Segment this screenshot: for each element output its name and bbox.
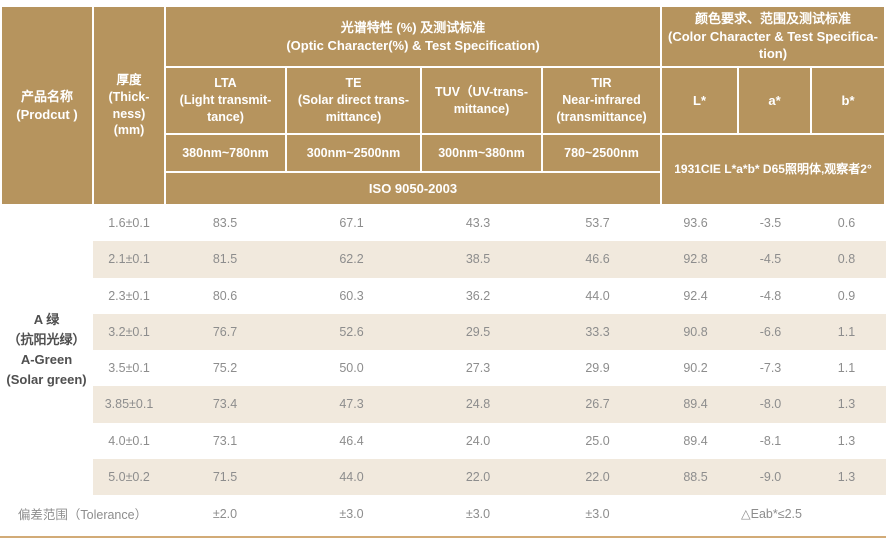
header-col-tir: TIR Near-infrared (transmittance) bbox=[543, 68, 660, 133]
te-value: 52.6 bbox=[285, 313, 418, 350]
te-value: 67.1 bbox=[285, 205, 418, 242]
a-star-value: -8.0 bbox=[734, 386, 807, 423]
header-cie-standard: 1931CIE L*a*b* D65照明体,观察者2° bbox=[662, 135, 884, 204]
tir-value: 46.6 bbox=[538, 241, 657, 278]
lta-value: 71.5 bbox=[165, 458, 285, 495]
header-color-group: 颜色要求、范围及测试标准 (Color Character & Test Spe… bbox=[662, 7, 884, 66]
l-star-value: 93.6 bbox=[657, 205, 734, 242]
header-range-te: 300nm~2500nm bbox=[287, 135, 420, 171]
tolerance-row: 偏差范围（Tolerance） ±2.0 ±3.0 ±3.0 ±3.0 △Eab… bbox=[0, 495, 886, 532]
thickness-cell: 3.5±0.1 bbox=[93, 350, 165, 387]
te-value: 44.0 bbox=[285, 458, 418, 495]
lta-value: 81.5 bbox=[165, 241, 285, 278]
tolerance-tuv: ±3.0 bbox=[418, 495, 538, 532]
b-star-value: 0.6 bbox=[807, 205, 886, 242]
l-star-value: 89.4 bbox=[657, 386, 734, 423]
a-star-value: -8.1 bbox=[734, 422, 807, 459]
a-star-value: -7.3 bbox=[734, 350, 807, 387]
a-star-value: -6.6 bbox=[734, 313, 807, 350]
te-value: 60.3 bbox=[285, 277, 418, 314]
tir-value: 22.0 bbox=[538, 458, 657, 495]
tuv-value: 43.3 bbox=[418, 205, 538, 242]
header-col-lta: LTA (Light transmit- tance) bbox=[166, 68, 285, 133]
b-star-value: 1.1 bbox=[807, 350, 886, 387]
a-star-value: -3.5 bbox=[734, 205, 807, 242]
tuv-value: 36.2 bbox=[418, 277, 538, 314]
l-star-value: 90.2 bbox=[657, 350, 734, 387]
tuv-value: 24.8 bbox=[418, 386, 538, 423]
tir-value: 53.7 bbox=[538, 205, 657, 242]
tuv-value: 27.3 bbox=[418, 350, 538, 387]
b-star-value: 1.3 bbox=[807, 386, 886, 423]
tolerance-lta: ±2.0 bbox=[165, 495, 285, 532]
b-star-value: 1.3 bbox=[807, 422, 886, 459]
a-star-value: -4.8 bbox=[734, 277, 807, 314]
lta-value: 75.2 bbox=[165, 350, 285, 387]
tir-value: 44.0 bbox=[538, 277, 657, 314]
thickness-cell: 4.0±0.1 bbox=[93, 422, 165, 459]
tuv-value: 24.0 bbox=[418, 422, 538, 459]
header-iso-standard: ISO 9050-2003 bbox=[166, 173, 660, 204]
product-name-cell: A 绿 （抗阳光绿） A-Green (Solar green) bbox=[0, 205, 93, 495]
tolerance-label: 偏差范围（Tolerance） bbox=[0, 495, 165, 532]
header-col-a-star: a* bbox=[739, 68, 810, 133]
b-star-value: 0.9 bbox=[807, 277, 886, 314]
l-star-value: 88.5 bbox=[657, 458, 734, 495]
te-value: 47.3 bbox=[285, 386, 418, 423]
a-star-value: -4.5 bbox=[734, 241, 807, 278]
tir-value: 33.3 bbox=[538, 313, 657, 350]
header-optic-group: 光谱特性 (%) 及测试标准 (Optic Character(%) & Tes… bbox=[166, 7, 660, 66]
a-star-value: -9.0 bbox=[734, 458, 807, 495]
tuv-value: 38.5 bbox=[418, 241, 538, 278]
te-value: 62.2 bbox=[285, 241, 418, 278]
l-star-value: 92.4 bbox=[657, 277, 734, 314]
b-star-value: 1.3 bbox=[807, 458, 886, 495]
te-value: 46.4 bbox=[285, 422, 418, 459]
header-col-te: TE (Solar direct trans- mittance) bbox=[287, 68, 420, 133]
lta-value: 76.7 bbox=[165, 313, 285, 350]
thickness-cell: 2.1±0.1 bbox=[93, 241, 165, 278]
tolerance-te: ±3.0 bbox=[285, 495, 418, 532]
tuv-value: 29.5 bbox=[418, 313, 538, 350]
tuv-value: 22.0 bbox=[418, 458, 538, 495]
header-thickness: 厚度 (Thick- ness) (mm) bbox=[94, 7, 164, 204]
thickness-cell: 3.2±0.1 bbox=[93, 313, 165, 350]
l-star-value: 90.8 bbox=[657, 313, 734, 350]
tolerance-lab: △Eab*≤2.5 bbox=[657, 495, 886, 532]
te-value: 50.0 bbox=[285, 350, 418, 387]
lta-value: 73.4 bbox=[165, 386, 285, 423]
table-header: 产品名称 (Prodcut ) 厚度 (Thick- ness) (mm) 光谱… bbox=[2, 7, 884, 204]
l-star-value: 89.4 bbox=[657, 422, 734, 459]
header-product-name: 产品名称 (Prodcut ) bbox=[2, 7, 92, 204]
tir-value: 25.0 bbox=[538, 422, 657, 459]
thickness-cell: 3.85±0.1 bbox=[93, 386, 165, 423]
header-col-b-star: b* bbox=[812, 68, 884, 133]
header-range-lta: 380nm~780nm bbox=[166, 135, 285, 171]
tolerance-tir: ±3.0 bbox=[538, 495, 657, 532]
thickness-cell: 2.3±0.1 bbox=[93, 277, 165, 314]
thickness-cell: 1.6±0.1 bbox=[93, 205, 165, 242]
lta-value: 80.6 bbox=[165, 277, 285, 314]
l-star-value: 92.8 bbox=[657, 241, 734, 278]
b-star-value: 0.8 bbox=[807, 241, 886, 278]
lta-value: 83.5 bbox=[165, 205, 285, 242]
tir-value: 29.9 bbox=[538, 350, 657, 387]
table-body: A 绿 （抗阳光绿） A-Green (Solar green) 1.6±0.1… bbox=[0, 205, 886, 495]
header-range-tuv: 300nm~380nm bbox=[422, 135, 541, 171]
header-range-tir: 780~2500nm bbox=[543, 135, 660, 171]
header-col-tuv: TUV（UV-trans- mittance) bbox=[422, 68, 541, 133]
thickness-cell: 5.0±0.2 bbox=[93, 458, 165, 495]
header-col-l-star: L* bbox=[662, 68, 737, 133]
b-star-value: 1.1 bbox=[807, 313, 886, 350]
lta-value: 73.1 bbox=[165, 422, 285, 459]
tir-value: 26.7 bbox=[538, 386, 657, 423]
bottom-divider bbox=[0, 536, 886, 538]
